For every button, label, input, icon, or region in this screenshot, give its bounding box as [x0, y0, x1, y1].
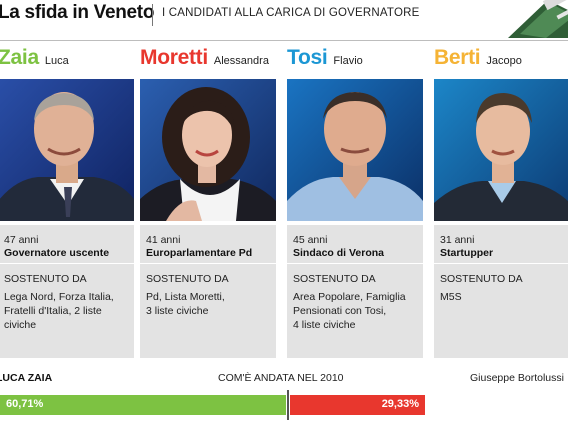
ballot-icon [508, 0, 568, 38]
support-line: Fratelli d'Italia, 2 liste [4, 305, 102, 317]
supported-by-label: SOSTENUTO DA [4, 273, 87, 285]
candidate-moretti: Moretti Alessandra 41 anni Europarlamenta… [140, 40, 276, 358]
bar-divider [287, 390, 289, 420]
candidate-name: Zaia Luca [0, 46, 69, 76]
candidate-age: 41 anni [146, 234, 181, 246]
page-title: La sfida in Veneto [0, 2, 155, 23]
candidate-age: 45 anni [293, 234, 328, 246]
support-line: M5S [440, 291, 462, 303]
candidate-first-name: Alessandra [213, 55, 269, 67]
supported-by-label: SOSTENUTO DA [440, 273, 523, 285]
runner-up-name: Giuseppe Bortolussi [470, 372, 564, 384]
info-divider [140, 263, 276, 264]
candidate-first-name: Luca [44, 55, 69, 67]
support-line: civiche [4, 319, 37, 331]
candidate-age: 47 anni [4, 234, 39, 246]
header: La sfida in Veneto I CANDIDATI ALLA CARI… [0, 0, 568, 38]
supporting-parties: Lega Nord, Forza Italia, Fratelli d'Ital… [4, 290, 132, 332]
winner-name: LUCA ZAIA [0, 372, 53, 384]
info-divider [434, 263, 568, 264]
candidate-photo [434, 79, 568, 221]
candidate-role: Startupper [440, 247, 494, 259]
candidate-name: Moretti Alessandra [140, 46, 269, 76]
candidate-zaia: Zaia Luca 47 anni Governatore uscente SOS… [0, 40, 134, 358]
page-subtitle: I CANDIDATI ALLA CARICA DI GOVERNATORE [162, 7, 420, 19]
support-line: Pensionati con Tosi, [293, 305, 387, 317]
header-divider [152, 4, 153, 26]
supporting-parties: Area Popolare, Famiglia Pensionati con T… [293, 290, 421, 332]
candidate-first-name: Flavio [333, 55, 363, 67]
results-title: COM'È ANDATA NEL 2010 [218, 372, 344, 384]
candidate-first-name: Jacopo [486, 55, 522, 67]
candidate-role: Europarlamentare Pd [146, 247, 253, 259]
runner-up-result-bar: 29,33% [290, 395, 425, 415]
candidate-tosi: Tosi Flavio 45 anni Sindaco di Verona SOS… [287, 40, 423, 358]
header-rule [0, 40, 568, 41]
candidate-surname: Tosi [287, 46, 328, 69]
candidate-photo [287, 79, 423, 221]
supported-by-label: SOSTENUTO DA [146, 273, 229, 285]
candidate-surname: Zaia [0, 46, 39, 69]
candidate-info: 41 anni Europarlamentare Pd SOSTENUTO DA… [140, 225, 276, 358]
candidate-info: 45 anni Sindaco di Verona SOSTENUTO DA A… [287, 225, 423, 358]
winner-percentage: 60,71% [6, 398, 44, 410]
info-divider [0, 263, 134, 264]
candidate-info: 47 anni Governatore uscente SOSTENUTO DA… [0, 225, 134, 358]
candidate-surname: Berti [434, 46, 481, 69]
winner-result-bar: 60,71% [0, 395, 286, 415]
runner-up-percentage: 29,33% [381, 398, 419, 410]
candidate-photo [0, 79, 134, 221]
candidate-role: Governatore uscente [4, 247, 110, 259]
candidate-age: 31 anni [440, 234, 475, 246]
supporting-parties: Pd, Lista Moretti, 3 liste civiche [146, 290, 274, 318]
candidate-berti: Berti Jacopo 31 anni Startupper SOSTENUTO… [434, 40, 568, 358]
support-line: Area Popolare, Famiglia [293, 291, 406, 303]
candidate-surname: Moretti [140, 46, 208, 69]
supported-by-label: SOSTENUTO DA [293, 273, 376, 285]
support-line: Lega Nord, Forza Italia, [4, 291, 114, 303]
candidate-role: Sindaco di Verona [293, 247, 385, 259]
supporting-parties: M5S [440, 290, 568, 304]
candidate-info: 31 anni Startupper SOSTENUTO DA M5S [434, 225, 568, 358]
results-2010: LUCA ZAIA COM'È ANDATA NEL 2010 Giuseppe… [0, 366, 568, 424]
support-line: Pd, Lista Moretti, [146, 291, 225, 303]
candidate-name: Berti Jacopo [434, 46, 522, 76]
info-divider [287, 263, 423, 264]
support-line: 3 liste civiche [146, 305, 209, 317]
support-line: 4 liste civiche [293, 319, 356, 331]
candidate-photo [140, 79, 276, 221]
candidate-name: Tosi Flavio [287, 46, 363, 76]
